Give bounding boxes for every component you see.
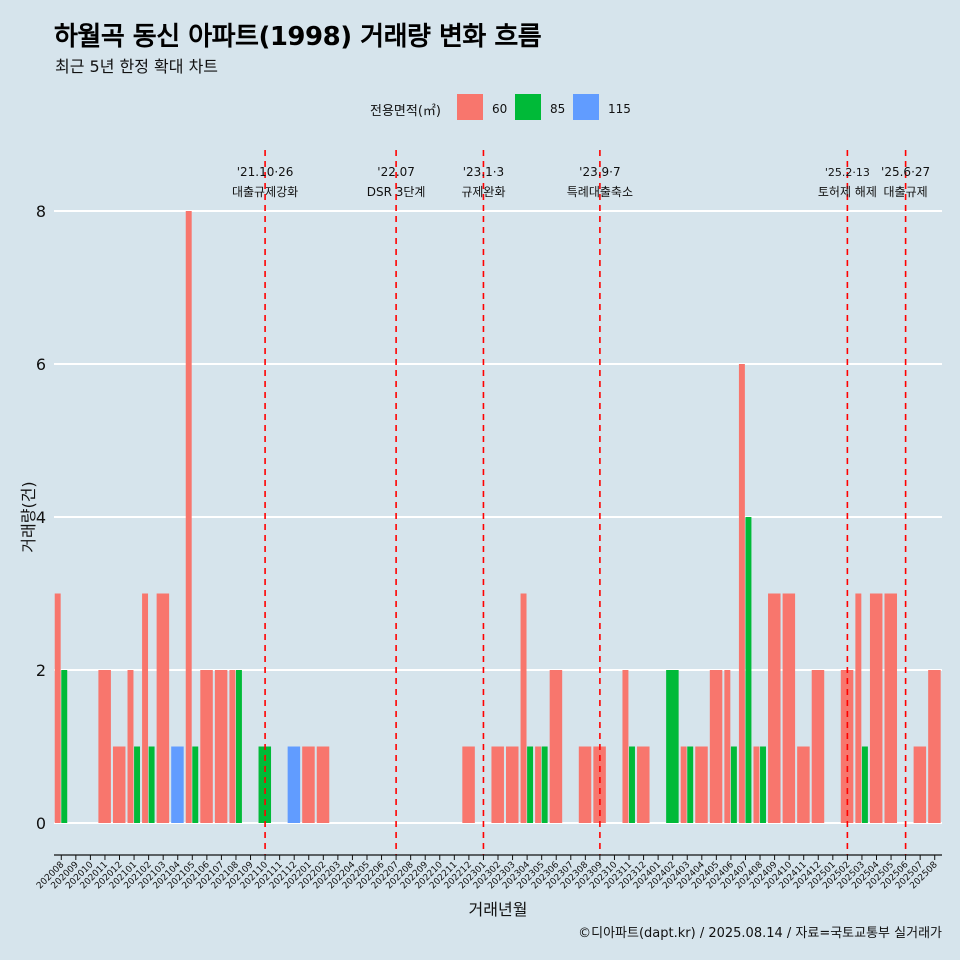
bar-85-202406 (730, 746, 737, 823)
legend-label-115: 115 (608, 102, 631, 116)
bar-60-202411 (797, 746, 810, 823)
event-text-label: 대출규제강화 (232, 185, 298, 199)
source-caption: ©디아파트(dapt.kr) / 2025.08.14 / 자료=국토교통부 실… (578, 926, 942, 941)
bar-60-202011 (98, 670, 111, 823)
event-date-label: '21.10·26 (237, 165, 294, 179)
bar-60-202108 (229, 670, 236, 823)
x-axis: 2020082020092020102020112020122021012021… (35, 854, 942, 891)
bar-85-202108 (235, 670, 242, 823)
bar-85-202304 (527, 746, 534, 823)
chart-subtitle: 최근 5년 한정 확대 차트 (55, 57, 219, 76)
bar-60-202202 (316, 746, 330, 823)
bar-60-202102 (142, 593, 149, 823)
bar-60-202504 (869, 593, 883, 823)
bar-85-202408 (760, 746, 766, 823)
bar-60-202106 (200, 670, 213, 823)
legend-swatch-85 (515, 94, 541, 120)
bar-85-202407 (745, 517, 752, 823)
bar-60-202503 (855, 593, 862, 823)
bar-60-202405 (709, 670, 723, 823)
bar-85-202305 (541, 746, 548, 823)
bar-60-202311 (622, 670, 629, 823)
bar-85-202101 (134, 746, 141, 823)
y-axis-title: 거래량(건) (19, 481, 38, 552)
event-lines-layer (264, 150, 907, 855)
y-axis-ticks: 0 2 4 6 8 (36, 202, 46, 833)
event-date-label: '23.9·7 (579, 165, 620, 179)
bar-60-202103 (156, 593, 170, 823)
event-text-label: 대출규제 (884, 185, 928, 199)
legend: 전용면적(㎡) 60 85 115 (0, 92, 960, 122)
bar-60-202303 (506, 746, 519, 823)
bar-60-202107 (214, 670, 228, 823)
bar-60-202407 (738, 364, 745, 823)
event-date-label: '22.07 (377, 165, 415, 179)
bar-85-202402 (666, 670, 679, 823)
bar-60-202406 (724, 670, 731, 823)
y-tick-label: 8 (36, 202, 46, 221)
y-tick-label: 0 (36, 814, 46, 833)
bar-85-202102 (148, 746, 155, 823)
bar-85-202311 (629, 746, 635, 823)
legend-title: 전용면적(㎡) (370, 104, 441, 119)
bar-85-202403 (687, 746, 694, 823)
bar-115-202112 (287, 746, 301, 823)
bar-60-202404 (695, 746, 708, 823)
bar-60-202101 (127, 670, 134, 823)
event-date-label: '25.2·13 (825, 166, 870, 179)
chart-title: 하월곡 동신 아파트(1998) 거래량 변화 흐름 (54, 22, 542, 52)
event-date-label: '23.1·3 (463, 165, 504, 179)
bar-60-202012 (112, 746, 126, 823)
bar-60-202408 (753, 746, 760, 823)
legend-swatch-60 (457, 94, 483, 120)
bar-60-202304 (520, 593, 527, 823)
bar-60-202212 (462, 746, 475, 823)
bar-60-202412 (811, 670, 825, 823)
event-date-label: '25.6·27 (881, 165, 930, 179)
bar-60-202409 (768, 593, 781, 823)
bar-60-202308 (578, 746, 592, 823)
event-text-label: 규제완화 (461, 185, 505, 199)
legend-label-85: 85 (550, 102, 566, 116)
y-tick-label: 4 (36, 508, 46, 527)
bar-60-202105 (185, 211, 192, 823)
bar-60-202403 (680, 746, 687, 823)
bar-85-202105 (192, 746, 199, 823)
bar-60-202201 (302, 746, 315, 823)
bar-85-202503 (861, 746, 868, 823)
bar-60-202302 (491, 746, 504, 823)
legend-swatch-115 (573, 94, 599, 120)
y-tick-label: 2 (36, 661, 46, 680)
bar-60-202410 (782, 593, 796, 823)
event-text-label: 토허제 해제 (818, 185, 877, 199)
bar-60-202305 (535, 746, 542, 823)
event-text-label: DSR 3단계 (367, 185, 426, 199)
bar-60-202508 (928, 670, 941, 823)
event-annotations-layer: '21.10·26 대출규제강화 '22.07 DSR 3단계 '23.1·3 규제완화 '… (232, 165, 930, 199)
y-tick-label: 6 (36, 355, 46, 374)
bar-85-202008 (61, 670, 68, 823)
event-text-label: 특례대출축소 (567, 185, 633, 199)
bar-60-202008 (54, 593, 61, 823)
bar-60-202507 (913, 746, 927, 823)
bar-115-202104 (171, 746, 184, 823)
bar-60-202309 (593, 746, 606, 823)
legend-label-60: 60 (492, 102, 508, 116)
bar-60-202312 (637, 746, 650, 823)
bar-60-202505 (884, 593, 897, 823)
bars-layer (54, 211, 941, 823)
x-axis-title: 거래년월 (469, 900, 528, 919)
bar-85-202110 (258, 746, 272, 823)
bar-60-202306 (549, 670, 563, 823)
